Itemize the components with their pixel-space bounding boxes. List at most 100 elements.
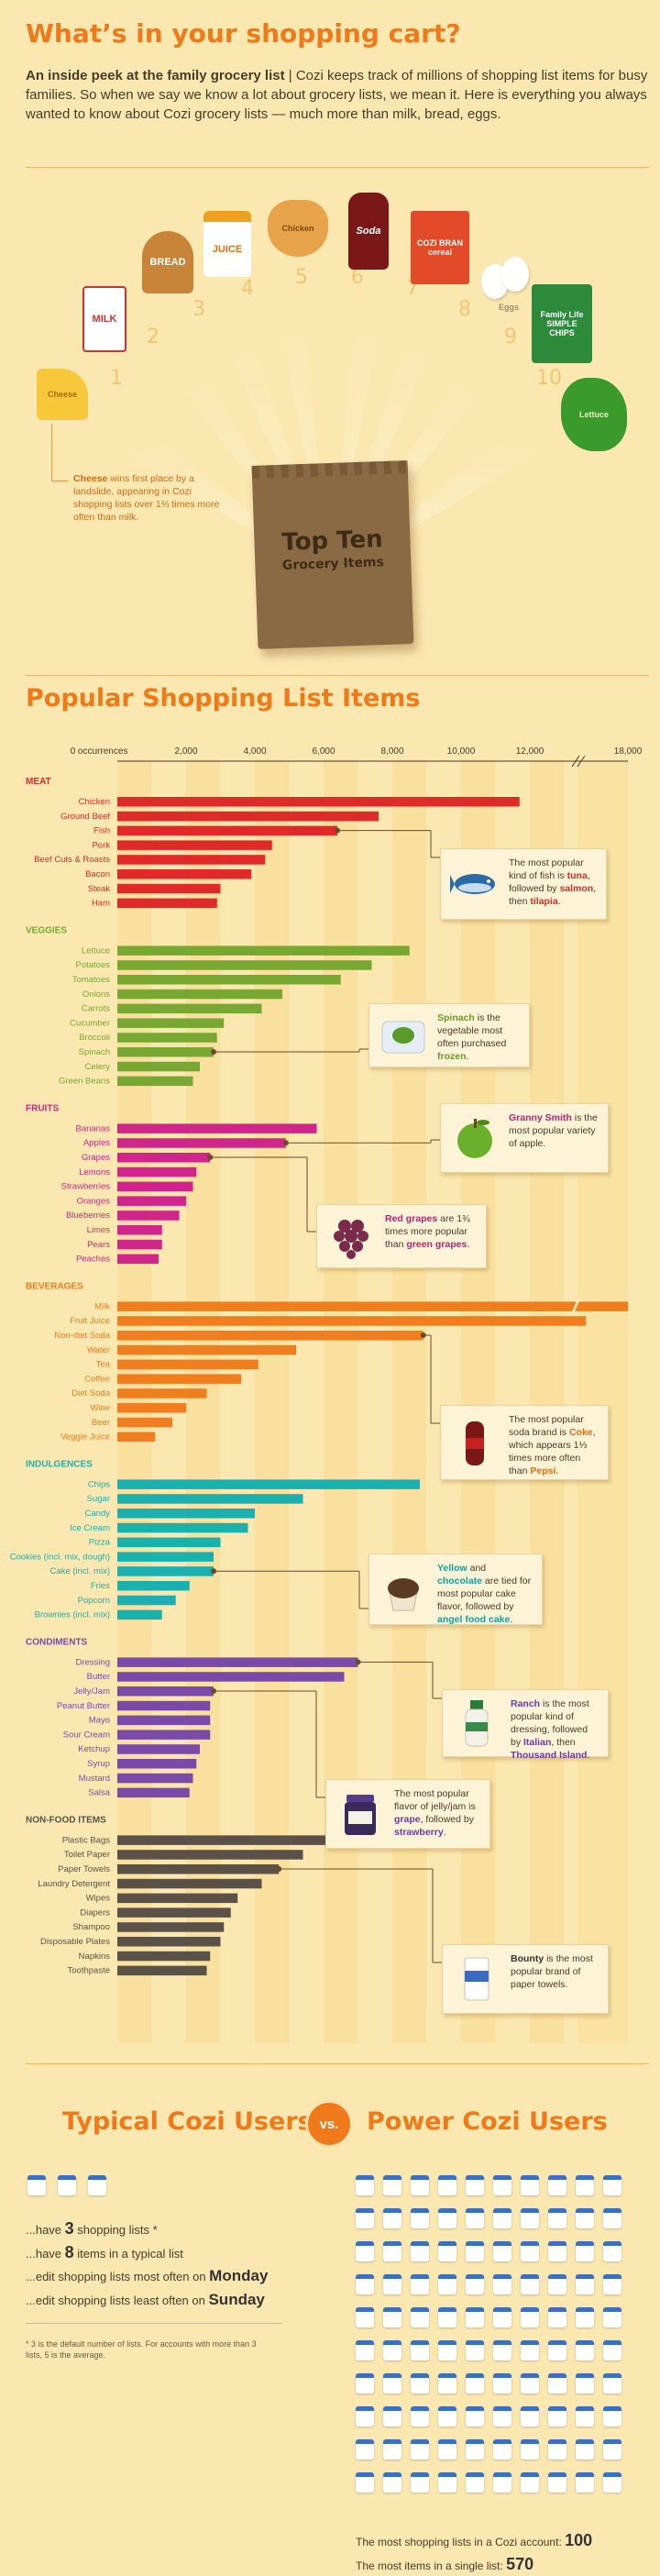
row-label: Carrots [82,1004,110,1014]
row-label: Wipes [86,1894,111,1904]
bar-coffee [117,1374,241,1384]
list-icon [438,2439,456,2460]
bar-sugar [117,1494,303,1504]
bar-plastic-bags [117,1835,379,1845]
bar-green-beans [117,1076,193,1087]
cheese-icon: Cheese [37,369,88,420]
bar-oranges [117,1196,186,1206]
bar-bacon [117,869,252,879]
grid-stripe [186,759,221,2043]
row-label: Toilet Paper [64,1850,110,1860]
row-label: Paper Towels [58,1864,110,1874]
row-label: Laundry Detergent [38,1879,110,1889]
row-label: Coffee [84,1374,110,1384]
intro-rest: | Cozi keeps track of millions of shoppi… [26,68,648,122]
bar-celery [117,1061,200,1072]
list-icon [383,2472,402,2493]
row-label: Mustard [79,1774,110,1784]
list-icon [548,2208,566,2228]
bar-wine [117,1403,186,1413]
list-icon [521,2175,539,2195]
bar-grapes [117,1153,211,1163]
row-label: Peanut Butter [57,1701,110,1711]
bag-subtitle: Grocery Items [281,555,385,573]
list-icon [466,2373,484,2394]
row-label: Cucumber [70,1018,110,1028]
bar-carrots [117,1003,262,1014]
row-label: Mayo [89,1716,110,1726]
cupcake-icon [379,1564,428,1614]
list-icon [438,2175,456,2195]
bar-brownies-incl-mix- [117,1609,162,1620]
callout-fish: The most popular kind of fish is tuna, f… [440,848,607,920]
bar-toothpaste [117,1965,207,1976]
footnote-divider [26,2323,282,2324]
list-icon [493,2472,512,2493]
row-label: Jelly/Jam [73,1686,110,1697]
row-label: Shampoo [72,1922,110,1932]
bar-salsa [117,1787,190,1798]
row-label: Tomatoes [72,975,110,985]
list-icon [383,2274,402,2294]
dressing-bottle-icon [452,1698,501,1748]
stat-least-day: ...edit shopping lists least often on Su… [26,2291,265,2308]
list-icon [383,2307,402,2327]
row-label: Diapers [80,1907,110,1918]
leader-dot [211,1568,216,1575]
rank-9: 9 [504,326,517,348]
bar-fish [117,825,337,836]
list-icon [493,2241,512,2261]
category-label: VEGGIES [26,925,67,935]
bar-cookies-incl-mix-dough- [117,1552,214,1562]
soda-icon: Soda [348,193,389,270]
list-icon [603,2208,622,2228]
row-label: Plastic Bags [62,1835,111,1845]
bar-napkins [117,1951,211,1962]
rank-1: 1 [110,367,123,390]
bar-jelly-jam [117,1686,214,1697]
frozen-spinach-icon [379,1011,428,1060]
bar-ketchup [117,1744,200,1754]
rank-5: 5 [295,266,308,289]
bar-potatoes [117,960,372,970]
footnote: * 3 is the default number of lists. For … [26,2339,257,2360]
list-icon [493,2439,512,2460]
row-label: Milk [94,1301,110,1311]
cheese-note: Cheese wins first place by a landslide, … [73,473,220,523]
row-label: Fries [91,1581,110,1591]
row-label: Cake (incl. mix) [50,1566,110,1576]
row-label: Onions [82,989,110,1000]
row-label: Pizza [89,1538,111,1548]
list-icon [411,2472,429,2493]
bar-chicken [117,797,520,807]
bar-strawberries [117,1181,193,1192]
list-icon [466,2406,484,2427]
callout-bounty: Bounty is the most popular brand of pape… [442,1944,609,2014]
row-label: Disposable Plates [40,1937,110,1947]
list-icon [603,2307,622,2327]
bar-veggie-juice [117,1432,156,1443]
list-icon [466,2340,484,2360]
category-label: INDULGENCES [26,1459,93,1469]
list-icon [383,2208,402,2228]
bar-beef-cuts-roasts [117,855,266,865]
list-icon [356,2175,374,2195]
bar-chips [117,1479,420,1489]
intro-text: An inside peek at the family grocery lis… [26,66,649,124]
list-icon [356,2439,374,2460]
callout-soda: The most popular soda brand is Coke, whi… [440,1405,609,1480]
list-icon [438,2241,456,2261]
green-apple-icon [450,1113,500,1163]
leader-dot [355,1659,361,1665]
list-icon [576,2472,594,2493]
category-label: MEAT [26,777,51,787]
bar-break-mark [570,1297,581,1316]
list-icon [356,2307,374,2327]
row-label: Strawberries [61,1182,111,1192]
bar-water [117,1344,296,1355]
bar-milk [117,1301,628,1311]
bar-lemons [117,1166,197,1177]
row-label: Veggie Juice [60,1432,110,1443]
row-label: Lemons [79,1167,110,1177]
grid-stripe [578,759,628,2043]
